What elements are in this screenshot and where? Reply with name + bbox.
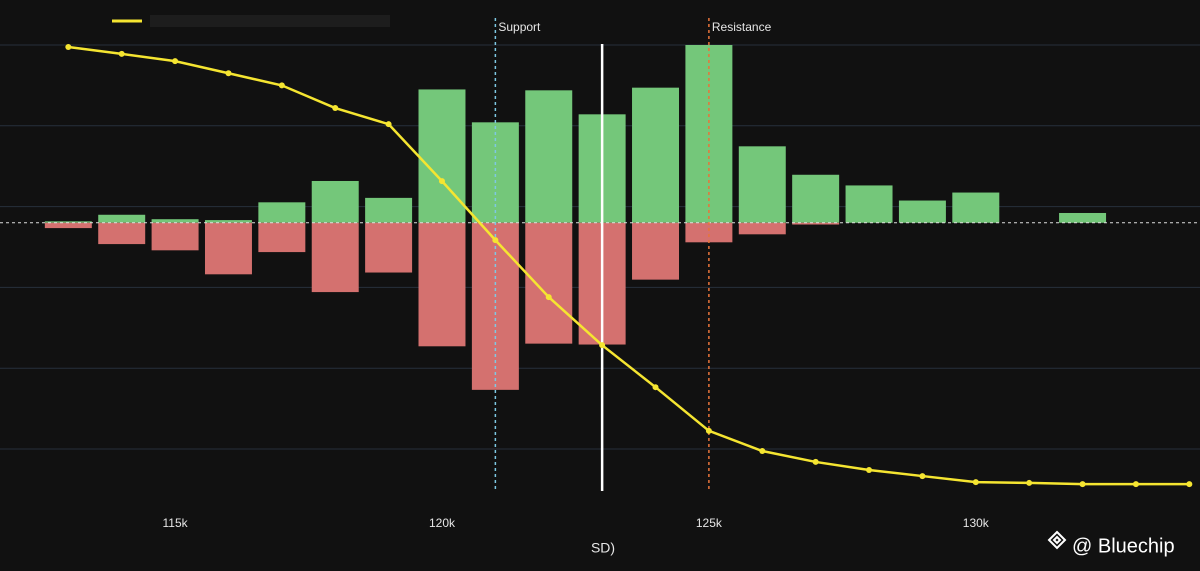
bar bbox=[98, 214, 146, 223]
bar bbox=[258, 222, 306, 253]
bar bbox=[311, 180, 359, 223]
bar bbox=[151, 222, 199, 251]
bar bbox=[365, 222, 413, 273]
legend-blur bbox=[150, 15, 390, 27]
bar bbox=[792, 174, 840, 223]
line-point bbox=[278, 82, 285, 89]
bar bbox=[311, 222, 359, 293]
x-tick-label: 130k bbox=[963, 516, 990, 530]
bar bbox=[204, 220, 252, 223]
line-point bbox=[118, 50, 125, 57]
bar bbox=[1059, 212, 1107, 223]
annotation-label: Resistance bbox=[712, 20, 772, 34]
bar bbox=[418, 222, 466, 347]
bar bbox=[204, 222, 252, 275]
bar bbox=[151, 219, 199, 223]
line-point bbox=[1026, 479, 1033, 486]
line-point bbox=[545, 294, 552, 301]
bar bbox=[685, 222, 733, 243]
line-point bbox=[919, 473, 926, 480]
bar bbox=[632, 87, 680, 223]
annotation-label: Support bbox=[498, 20, 541, 34]
bar bbox=[525, 90, 573, 223]
bar bbox=[738, 146, 786, 223]
bar bbox=[471, 122, 519, 223]
bar bbox=[898, 200, 946, 223]
bar bbox=[44, 222, 92, 229]
line-point bbox=[812, 458, 819, 465]
bar bbox=[845, 185, 893, 223]
watermark-icon bbox=[1047, 530, 1067, 550]
bar bbox=[365, 197, 413, 223]
line-point bbox=[866, 467, 873, 474]
line-point bbox=[65, 44, 72, 51]
line-point bbox=[172, 58, 179, 65]
bar bbox=[98, 222, 146, 245]
line-point bbox=[385, 121, 392, 128]
x-tick-label: 115k bbox=[163, 516, 189, 530]
bar bbox=[418, 89, 466, 223]
line-point bbox=[1186, 481, 1193, 488]
bar bbox=[525, 222, 573, 344]
bar bbox=[792, 222, 840, 225]
line-point bbox=[332, 105, 339, 112]
x-axis-label: SD) bbox=[591, 540, 615, 556]
line-point bbox=[1132, 481, 1139, 488]
bar bbox=[44, 221, 92, 223]
line-point bbox=[705, 427, 712, 434]
line-point bbox=[492, 237, 499, 244]
bar bbox=[738, 222, 786, 235]
line-point bbox=[972, 479, 979, 486]
line-point bbox=[1079, 481, 1086, 488]
line-point bbox=[599, 342, 606, 349]
watermark: @ Bluechip bbox=[1047, 530, 1175, 557]
x-tick-label: 120k bbox=[429, 516, 456, 530]
line bbox=[68, 45, 1190, 486]
bar bbox=[632, 222, 680, 280]
bar bbox=[258, 202, 306, 223]
line-point bbox=[225, 70, 232, 77]
line-point bbox=[652, 384, 659, 391]
x-tick-label: 125k bbox=[696, 516, 723, 530]
bar bbox=[952, 192, 1000, 223]
line-point bbox=[438, 178, 445, 185]
line-point bbox=[759, 448, 766, 455]
watermark-text: @ Bluechip bbox=[1072, 535, 1175, 557]
